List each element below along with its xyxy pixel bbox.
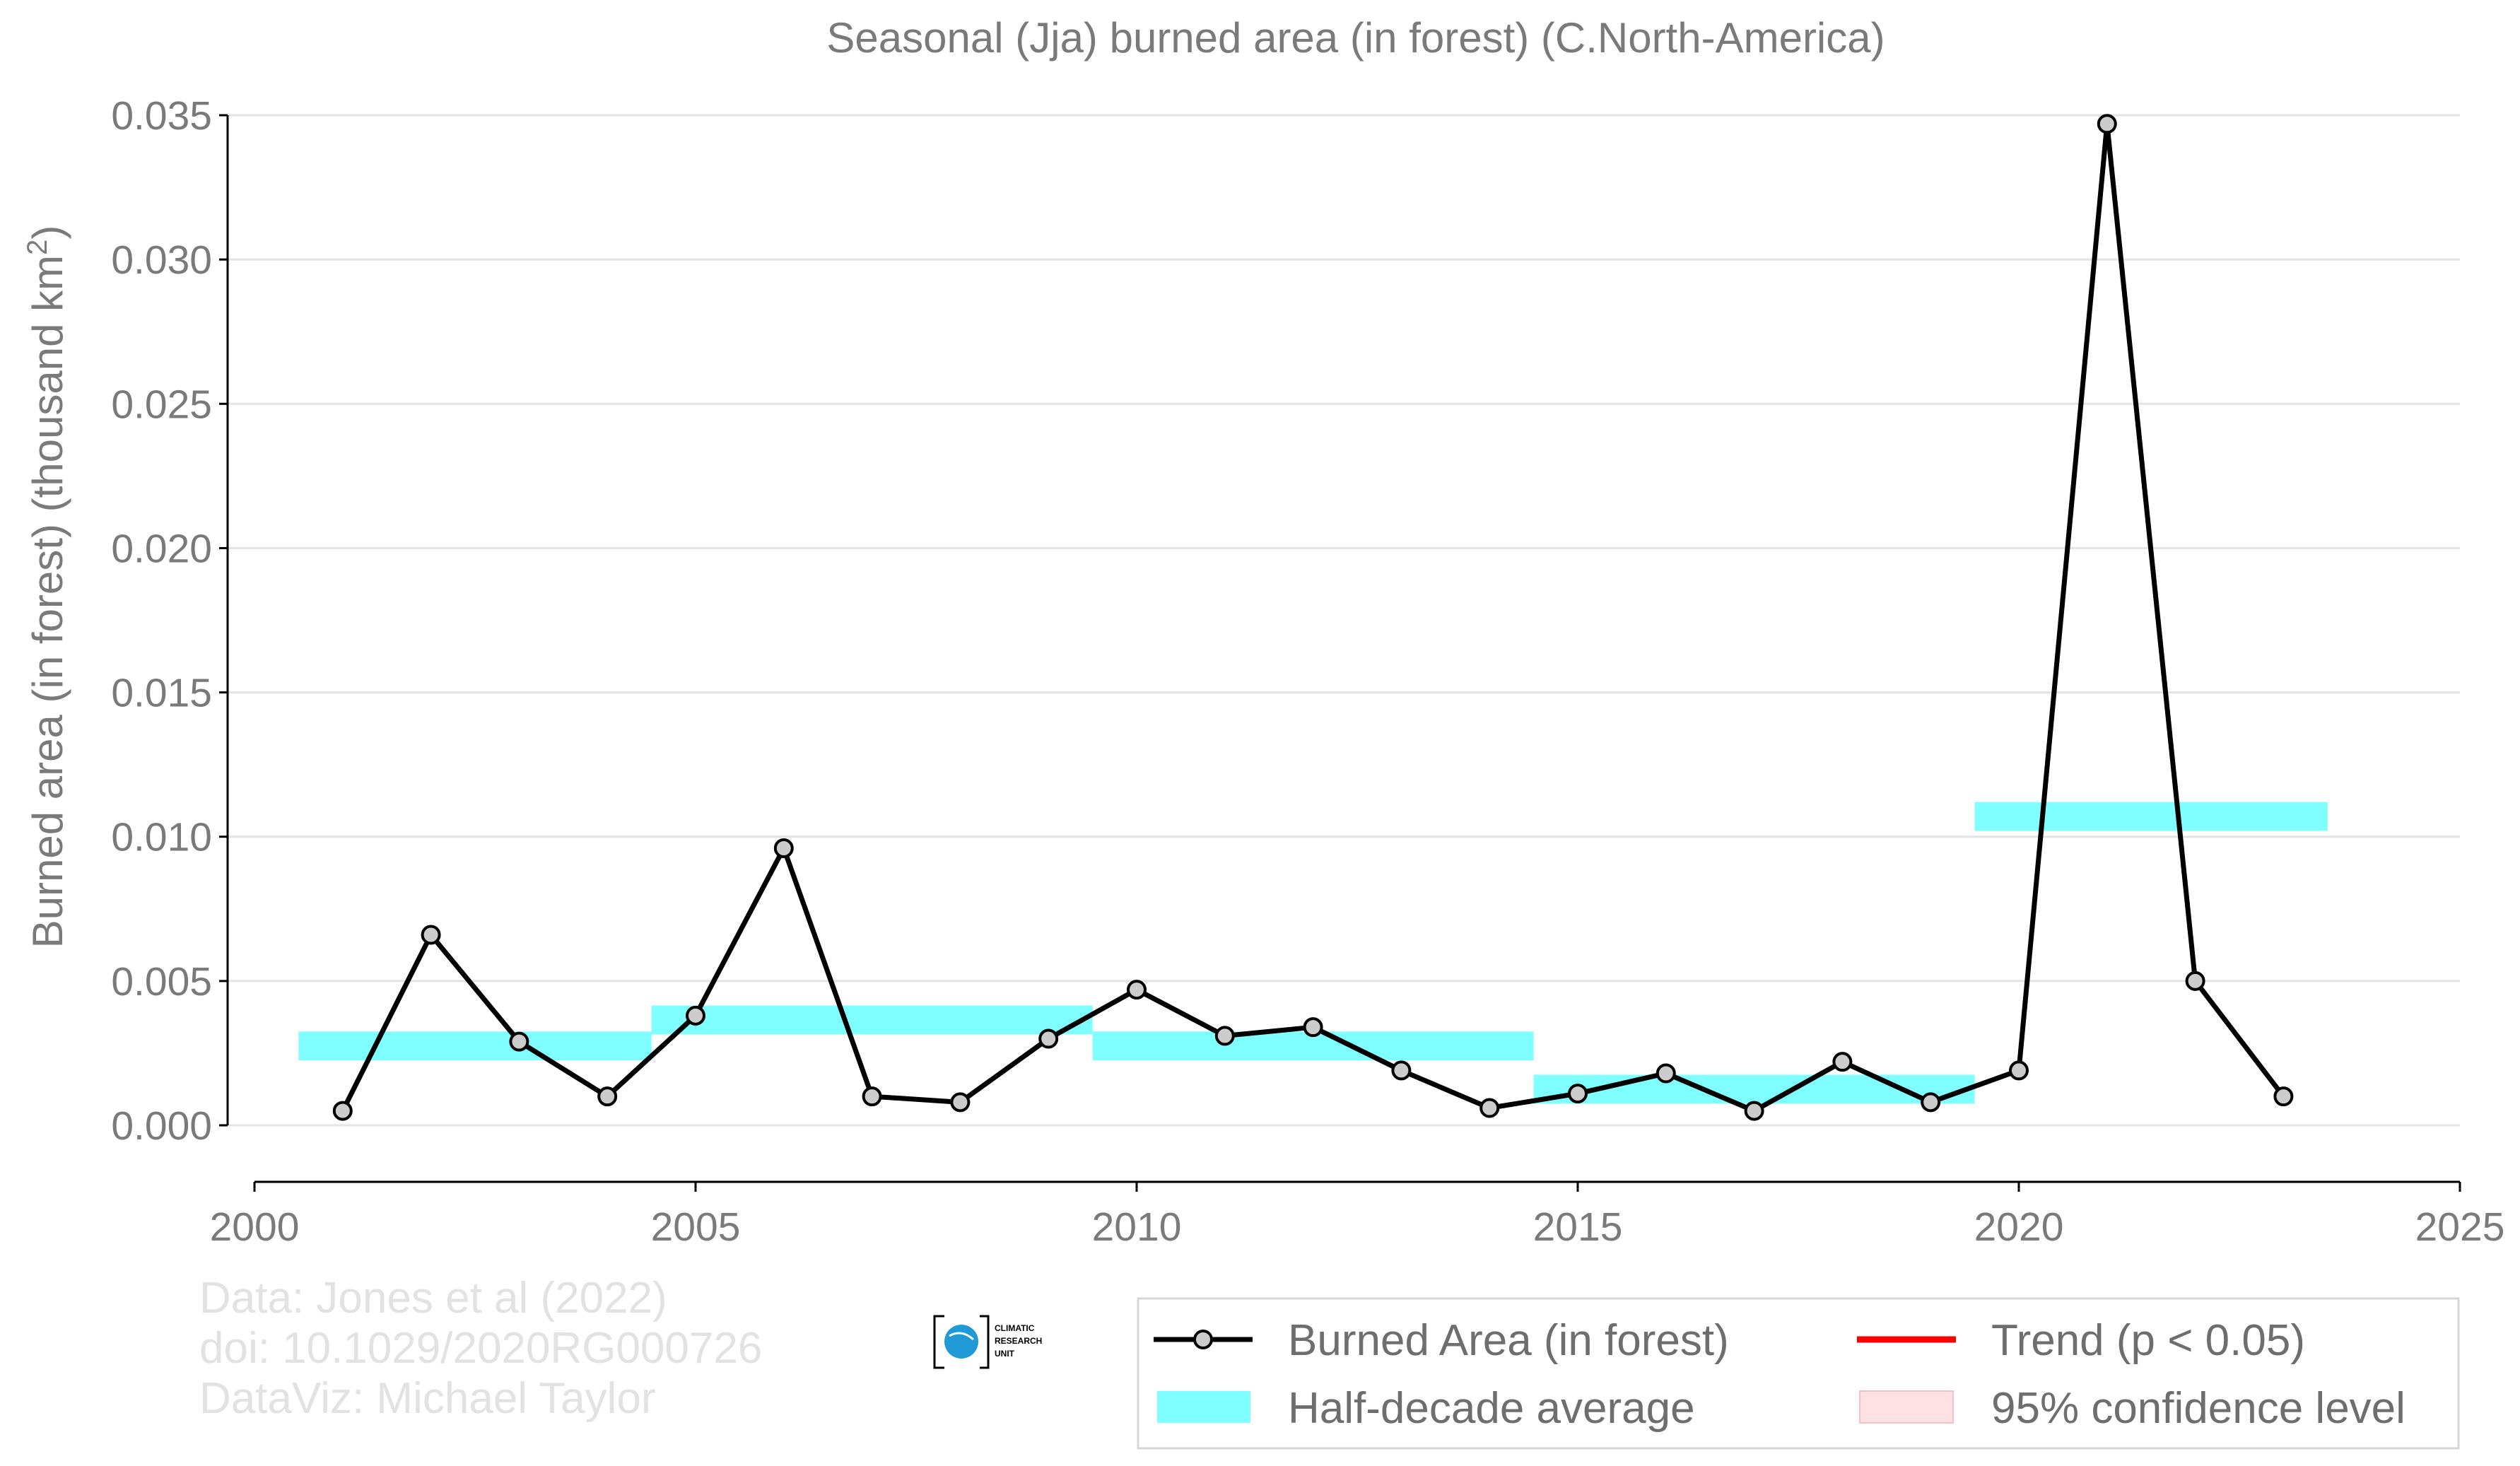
cru-logo-line2: RESEARCH: [995, 1336, 1042, 1346]
data-point: [1832, 1052, 1853, 1072]
cru-logo-line3: UNIT: [995, 1349, 1015, 1359]
x-tick-label: 2025: [2415, 1204, 2505, 1250]
y-tick-label: 0.005: [111, 959, 212, 1004]
series-layer: [332, 114, 2294, 1121]
data-point: [421, 925, 441, 945]
legend-swatch-confidence: [1859, 1390, 1954, 1424]
y-tick-labels: 0.000 0.005 0.010 0.015 0.020 0.025 0.030 0.035: [111, 93, 212, 1149]
series-line-burned-area: [340, 121, 2286, 1114]
data-point: [2097, 114, 2117, 134]
y-tick-label: 0.000: [111, 1103, 212, 1149]
data-point: [1303, 1017, 1323, 1038]
y-tick-label: 0.035: [111, 93, 212, 139]
half-decade-bands: [298, 802, 2328, 1104]
y-axis-label: Burned area (in forest) (thousand km2): [22, 225, 71, 949]
data-point: [1038, 1028, 1059, 1049]
chart-title: Seasonal (Jja) burned area (in forest) (…: [826, 14, 1885, 61]
x-tick-label: 2005: [651, 1204, 741, 1250]
data-point: [862, 1086, 882, 1107]
legend: Burned Area (in forest) Trend (p < 0.05)…: [1137, 1297, 2460, 1450]
data-point: [950, 1092, 971, 1113]
data-point: [1391, 1060, 1412, 1081]
data-point: [2185, 971, 2205, 991]
data-point: [2009, 1060, 2029, 1081]
legend-label-confidence: 95% confidence level: [1991, 1384, 2405, 1433]
y-axis-label-text: Burned area (in forest) (thousand km: [24, 255, 71, 948]
data-point: [1127, 980, 1147, 1000]
legend-swatch-half-decade: [1157, 1391, 1250, 1423]
legend-box: [1137, 1297, 2460, 1450]
cru-logo-bracket-right: [980, 1315, 990, 1369]
cru-logo: CLIMATIC RESEARCH UNIT: [933, 1315, 1042, 1369]
cru-logo-bracket-left: [933, 1315, 944, 1369]
y-axis-label-close: ): [24, 225, 71, 240]
legend-label-trend: Trend (p < 0.05): [1991, 1316, 2305, 1365]
gridlines: [228, 114, 2460, 1127]
data-point: [2273, 1086, 2294, 1107]
data-point: [332, 1101, 353, 1121]
globe-icon-highlight: [949, 1332, 974, 1341]
data-point: [1214, 1026, 1235, 1046]
credit-data-source: Data: Jones et al (2022): [199, 1274, 667, 1323]
data-point: [773, 838, 794, 859]
data-point: [1744, 1101, 1764, 1121]
half-decade-average-bar: [651, 1005, 1093, 1035]
data-point: [1921, 1092, 1941, 1113]
globe-icon: [944, 1325, 978, 1359]
legend-label-half-decade: Half-decade average: [1288, 1384, 1695, 1433]
legend-label-burned-area: Burned Area (in forest): [1288, 1316, 1729, 1365]
x-tick-label: 2015: [1533, 1204, 1623, 1250]
legend-marker-burned-area: [1193, 1330, 1213, 1349]
data-point: [1655, 1063, 1676, 1084]
credit-doi: doi: 10.1029/2020RG000726: [199, 1324, 762, 1373]
y-tick-label: 0.020: [111, 526, 212, 571]
x-tick-label: 2010: [1092, 1204, 1182, 1250]
y-tick-label: 0.015: [111, 671, 212, 716]
credit-dataviz: DataViz: Michael Taylor: [199, 1374, 656, 1423]
y-tick-label: 0.010: [111, 815, 212, 860]
cru-logo-line1: CLIMATIC: [995, 1323, 1035, 1333]
half-decade-average-bar: [298, 1031, 652, 1061]
x-tick-label: 2020: [1974, 1204, 2064, 1250]
y-tick-label: 0.030: [111, 238, 212, 283]
data-point: [597, 1086, 618, 1107]
y-axis-label-superscript: 2: [22, 240, 53, 255]
x-tick-labels: 2000 2005 2010 2015 2020 2025: [210, 1204, 2505, 1250]
data-point: [1479, 1098, 1500, 1118]
credits: Data: Jones et al (2022) doi: 10.1029/20…: [199, 1274, 762, 1423]
data-point: [509, 1031, 529, 1052]
data-point: [1568, 1084, 1588, 1104]
axes: [219, 114, 2461, 1192]
data-point: [686, 1005, 705, 1026]
y-tick-label: 0.025: [111, 382, 212, 427]
half-decade-average-bar: [1974, 802, 2328, 831]
x-tick-label: 2000: [210, 1204, 300, 1250]
